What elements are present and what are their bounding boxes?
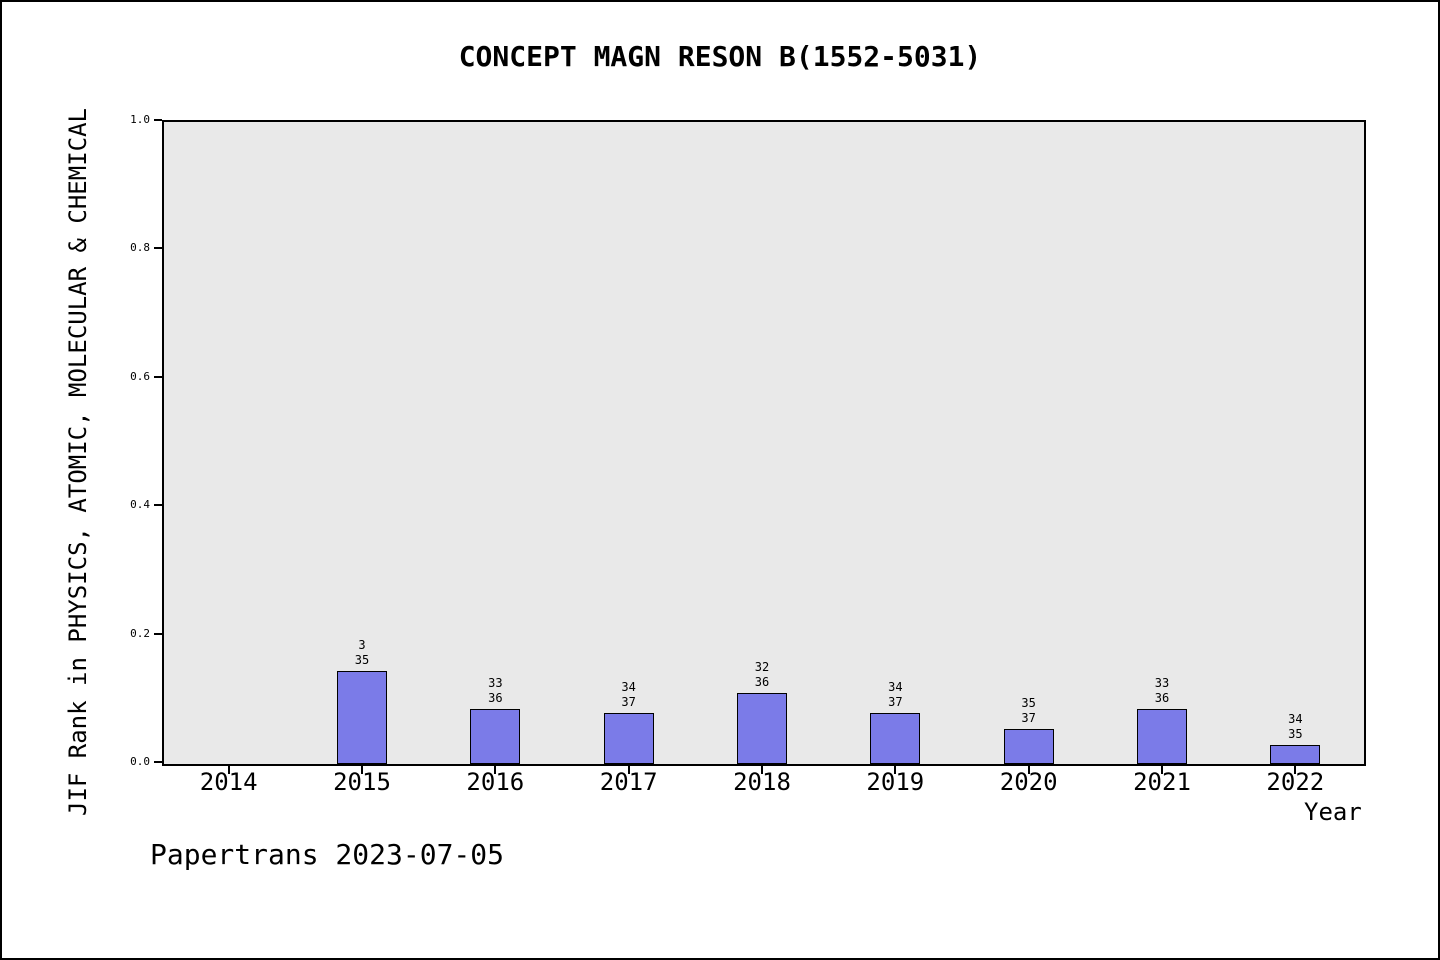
y-tick-label: 1.0 (130, 113, 150, 126)
bar-value-label: 34 37 (888, 679, 903, 709)
y-tick-mark (154, 119, 162, 121)
x-tick-mark (627, 766, 630, 774)
bar-value-label: 3 35 (354, 637, 370, 667)
y-tick-mark (154, 375, 162, 378)
bar-value-label: 35 37 (1021, 695, 1036, 725)
bar-2021 (1137, 709, 1187, 764)
x-tick-mark (1161, 766, 1163, 774)
y-tick-label: 0.2 (130, 626, 150, 640)
x-tick-mark (761, 766, 763, 774)
bar-value-label: 34 37 (621, 679, 636, 709)
y-tick-label: 0.6 (130, 369, 150, 383)
x-tick-mark (494, 766, 497, 774)
bar-2017 (603, 712, 654, 764)
x-tick-label: 2022 (1266, 768, 1325, 796)
bar-2020 (1003, 728, 1054, 764)
bar-value-label: 34 35 (1288, 711, 1303, 741)
bar-value-label: 33 36 (1154, 676, 1170, 706)
x-tick-label: 2020 (999, 768, 1058, 796)
x-tick-mark (894, 766, 897, 774)
y-tick-mark (154, 632, 162, 635)
x-tick-label: 2018 (733, 768, 791, 796)
bar-2018 (737, 693, 787, 764)
x-tick-label: 2014 (199, 768, 258, 796)
bar-2015 (337, 670, 387, 764)
x-tick-label: 2015 (333, 768, 391, 796)
bar-value-label: 32 36 (754, 660, 770, 690)
x-axis-label: Year (1304, 798, 1362, 826)
plot-area (162, 120, 1366, 766)
bar-2022 (1270, 744, 1321, 764)
y-tick-mark (154, 247, 162, 250)
x-tick-mark (361, 766, 363, 774)
y-tick-mark (154, 504, 162, 507)
x-tick-label: 2017 (599, 768, 658, 796)
bar-2019 (870, 712, 921, 764)
y-tick-mark (154, 761, 162, 763)
x-tick-mark (227, 766, 230, 774)
bar-2016 (470, 709, 521, 764)
x-tick-mark (1294, 766, 1297, 774)
y-tick-label: 0.8 (130, 241, 150, 255)
y-tick-label: 0.0 (130, 755, 150, 768)
y-axis-label: JIF Rank in PHYSICS, ATOMIC, MOLECULAR &… (64, 107, 92, 817)
bar-value-label: 33 36 (488, 676, 503, 706)
x-tick-label: 2021 (1133, 768, 1191, 796)
chart-title: CONCEPT MAGN RESON B(1552-5031) (458, 40, 982, 73)
footer-watermark: Papertrans 2023-07-05 (150, 838, 505, 871)
y-tick-label: 0.4 (130, 498, 150, 512)
x-tick-label: 2016 (466, 768, 525, 796)
x-tick-label: 2019 (866, 768, 925, 796)
x-tick-mark (1027, 766, 1030, 774)
